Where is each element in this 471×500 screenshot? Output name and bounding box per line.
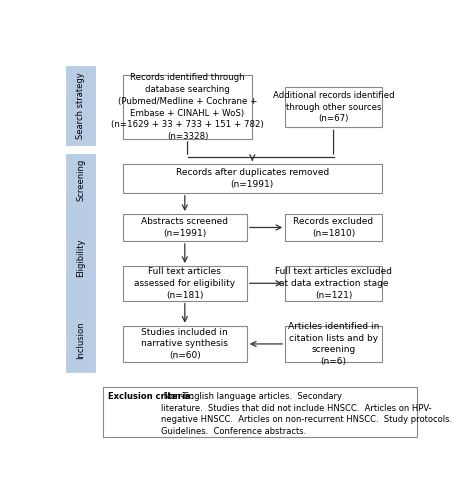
Text: Additional records identified
through other sources
(n=67): Additional records identified through ot…	[273, 91, 394, 124]
Bar	[66, 206, 95, 308]
Bar	[103, 387, 417, 438]
Text: Full text articles
assessed for eligibility
(n=181): Full text articles assessed for eligibil…	[134, 267, 236, 300]
Bar	[285, 214, 382, 241]
Bar	[123, 76, 252, 139]
Text: Records excluded
(n=1810): Records excluded (n=1810)	[293, 217, 374, 238]
Bar	[123, 164, 382, 193]
Text: Non-English language articles.  Secondary
literature.  Studies that did not incl: Non-English language articles. Secondary…	[161, 392, 452, 436]
Bar	[285, 266, 382, 300]
Bar	[66, 308, 95, 372]
Text: Screening: Screening	[76, 159, 85, 202]
Bar	[123, 266, 247, 300]
Bar	[66, 154, 95, 206]
Bar	[285, 87, 382, 128]
Text: Studies included in
narrative synthesis
(n=60): Studies included in narrative synthesis …	[141, 328, 228, 360]
Text: Records after duplicates removed
(n=1991): Records after duplicates removed (n=1991…	[176, 168, 329, 189]
Text: Records identified through
database searching
(Pubmed/Medline + Cochrane +
Embas: Records identified through database sear…	[111, 73, 264, 141]
Bar	[123, 214, 247, 241]
Bar	[66, 66, 95, 146]
Text: Exclusion criteria:: Exclusion criteria:	[108, 392, 194, 402]
Text: Abstracts screened
(n=1991): Abstracts screened (n=1991)	[141, 217, 228, 238]
Text: Articles identified in
citation lists and by
screening
(n=6): Articles identified in citation lists an…	[288, 322, 379, 366]
Text: Full text articles excluded
at data extraction stage
(n=121): Full text articles excluded at data extr…	[275, 267, 392, 300]
Text: Search strategy: Search strategy	[76, 72, 85, 139]
Text: Eligibility: Eligibility	[76, 238, 85, 277]
Bar	[285, 326, 382, 362]
Bar	[123, 326, 247, 362]
Text: Inclusion: Inclusion	[76, 322, 85, 359]
